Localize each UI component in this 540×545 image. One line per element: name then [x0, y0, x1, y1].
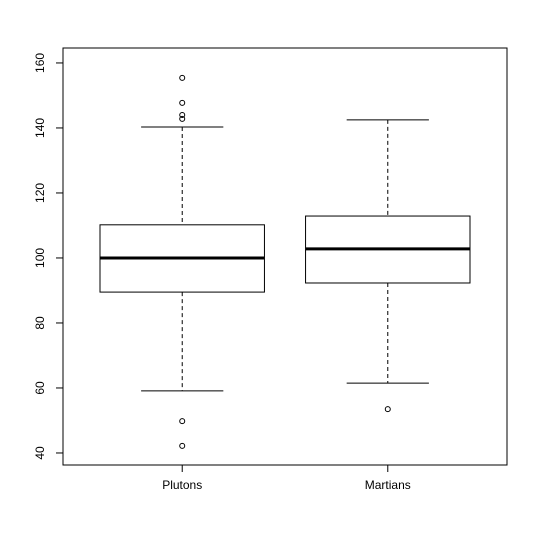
y-tick-label: 160: [33, 53, 47, 73]
y-tick-label: 100: [33, 248, 47, 268]
outlier: [384, 406, 391, 413]
y-tick-label: 120: [33, 183, 47, 203]
outlier: [179, 111, 186, 118]
outlier: [179, 418, 186, 425]
y-tick-label: 80: [33, 316, 47, 330]
outlier: [179, 115, 186, 122]
y-tick-label: 40: [33, 446, 47, 460]
x-tick-label: Martians: [365, 478, 411, 492]
outlier: [179, 74, 186, 81]
y-tick-label: 140: [33, 118, 47, 138]
outlier: [179, 442, 186, 449]
plot-frame: [62, 47, 508, 466]
outlier: [179, 99, 186, 106]
y-tick-label: 60: [33, 381, 47, 395]
x-tick-label: Plutons: [162, 478, 202, 492]
